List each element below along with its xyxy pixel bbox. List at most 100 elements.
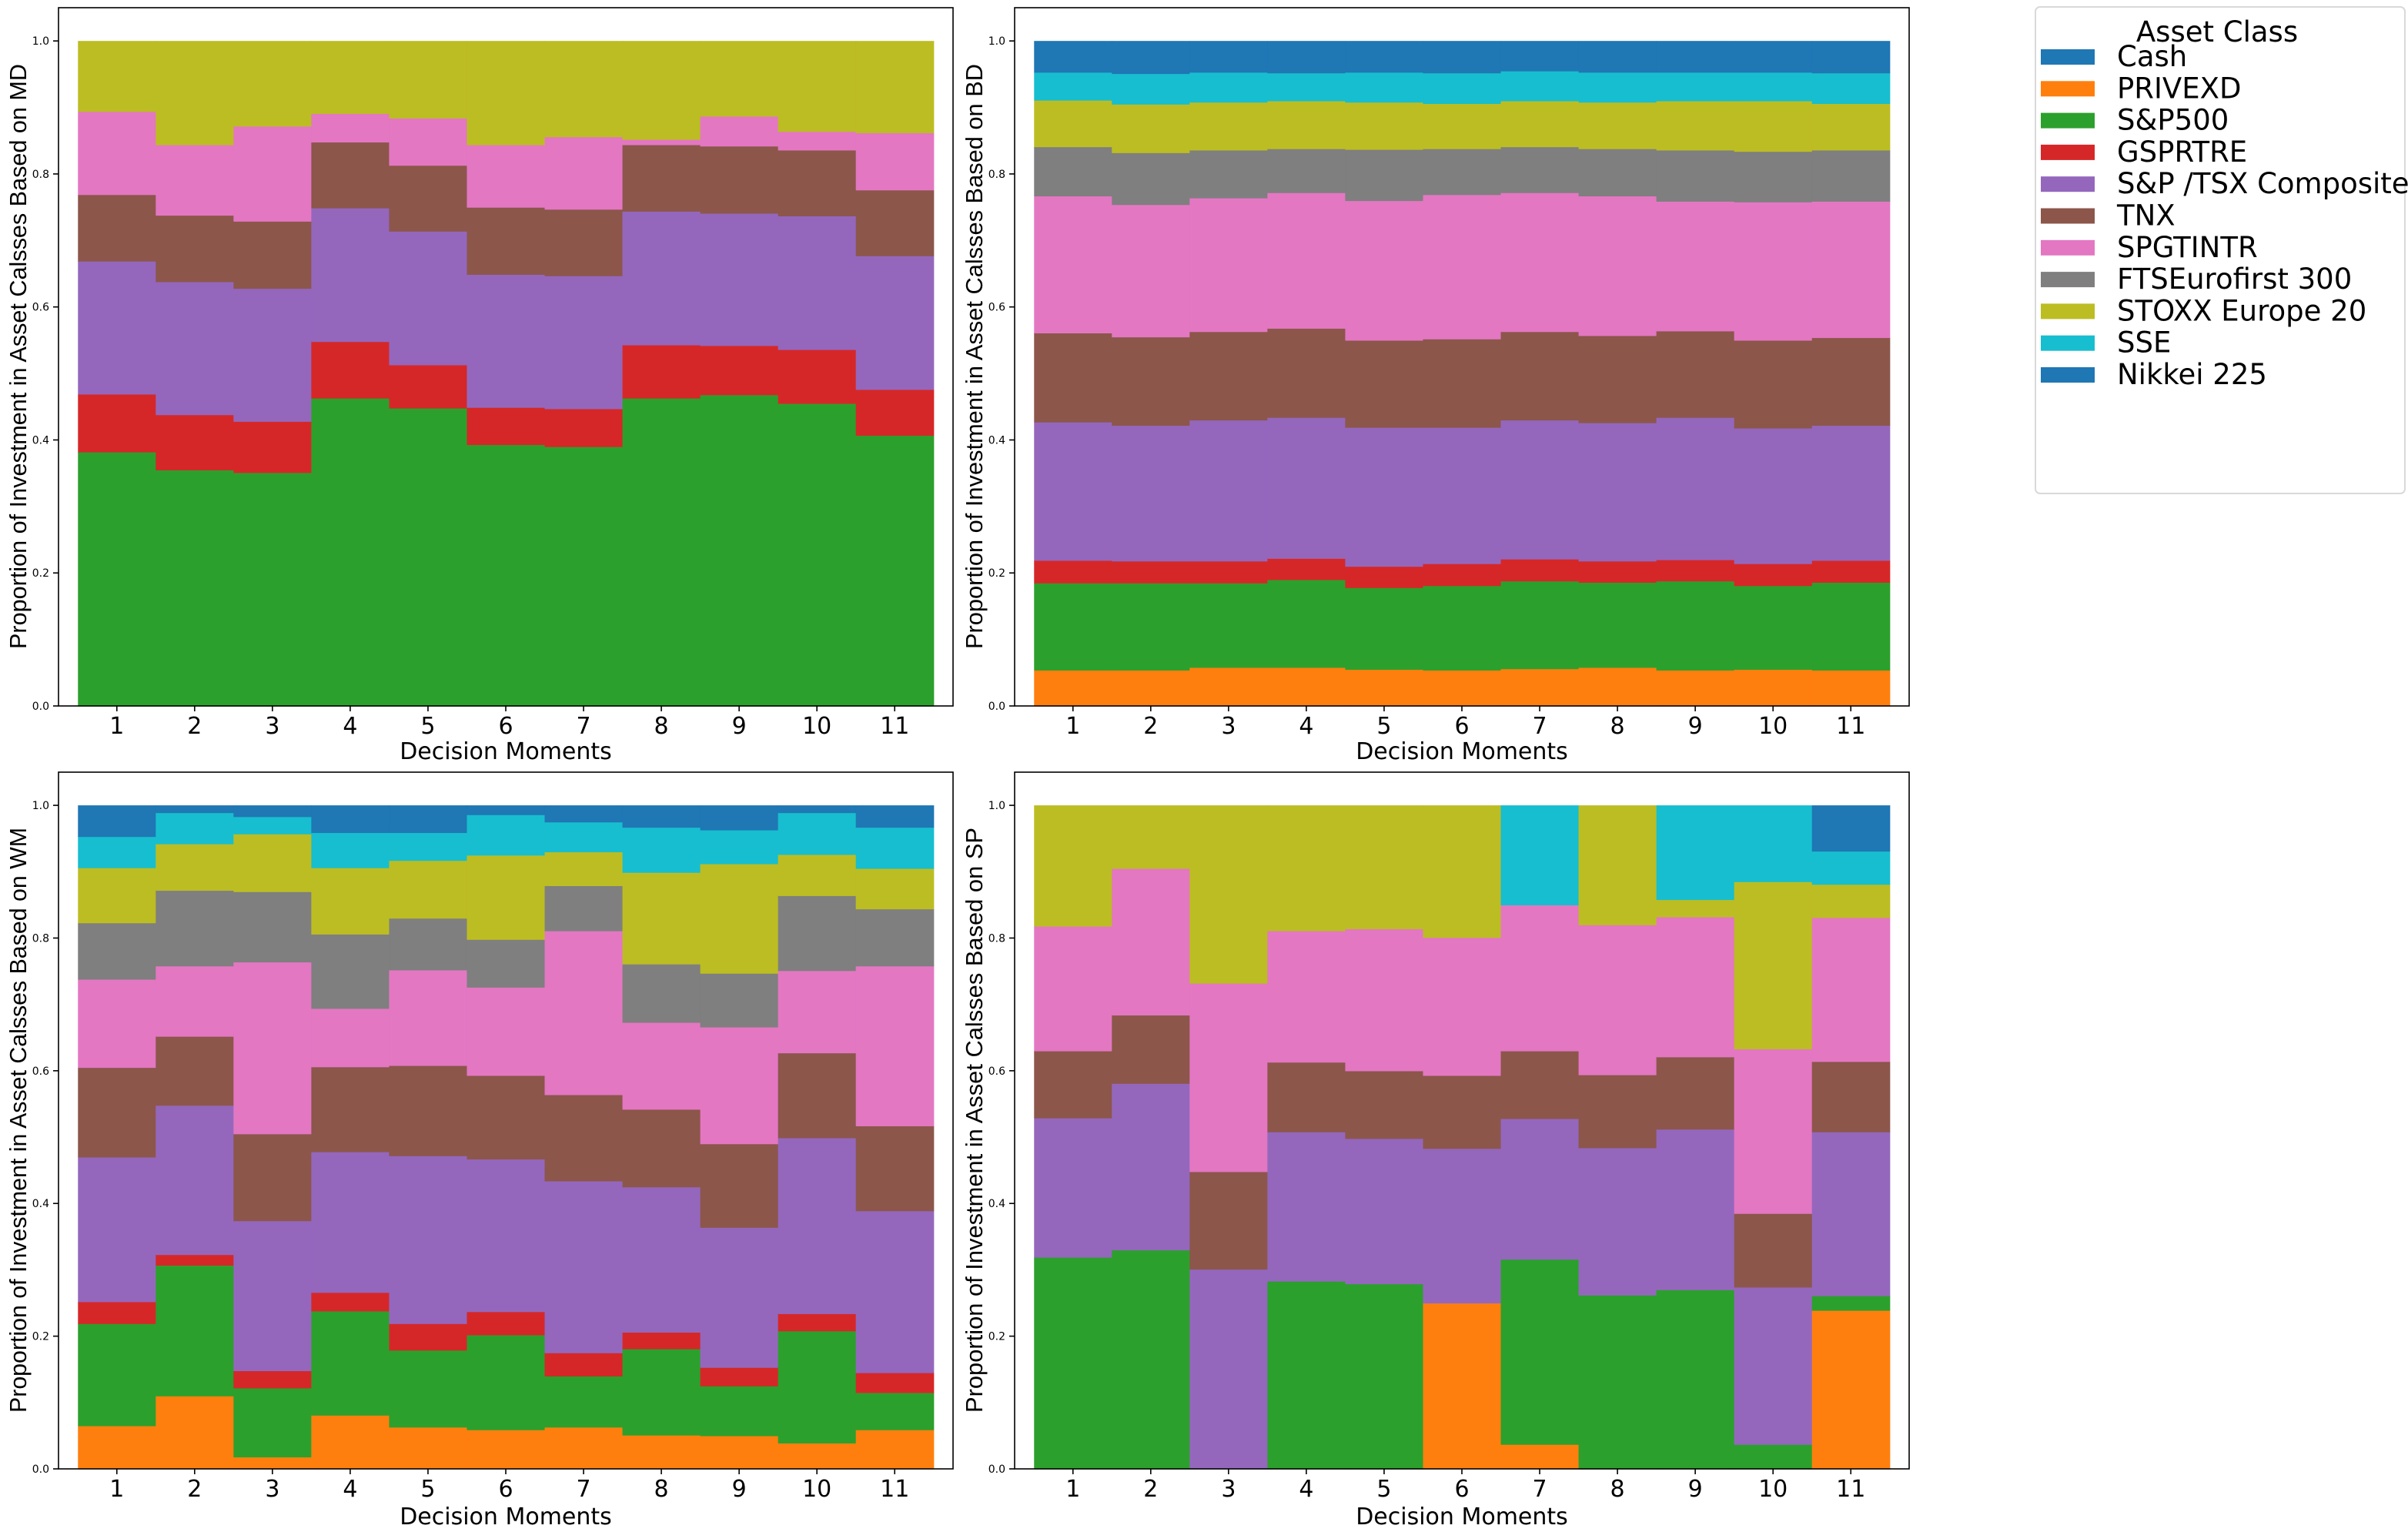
bar-segment-md [156,215,234,283]
bar-segment-wm [233,1387,312,1458]
bar-segment-wm [855,1210,935,1373]
bar-segment-bd [1189,102,1268,151]
bar-segment-bd [1267,558,1346,580]
x-tick-label: 9 [732,713,747,740]
bar-segment-md [467,274,546,408]
bar-segment-bd [1500,100,1580,148]
bar-segment-wm [778,1137,857,1314]
panel-bd: Proportion of Investment in Asset Calsse… [961,7,1910,765]
legend-label: Cash [2117,40,2187,73]
bar-segment-md [778,349,857,404]
bar-segment-wm [156,1265,234,1397]
bar-segment-md [855,41,935,133]
bar-segment-md [622,398,701,707]
x-tick-label: 2 [1143,713,1158,740]
bar-segment-md [311,208,390,343]
bar-segment-md [389,41,468,119]
bar-segment-sp [1656,1289,1735,1470]
bar-segment-wm [78,978,156,1069]
bar-segment-sp [1423,805,1502,938]
bar-segment-wm [855,1430,935,1470]
bar-segment-wm [78,1323,156,1427]
bar-segment-bd [1112,41,1190,75]
bar-segment-bd [1034,560,1112,584]
bar-segment-wm [311,1310,390,1416]
bar-segment-wm [389,1156,468,1324]
bar-segment-md [778,149,857,216]
bar-segment-sp [1578,1075,1657,1149]
bar-segment-wm [855,1392,935,1430]
bar-segment-md [855,389,935,437]
bar-segment-md [156,414,234,470]
bar-segment-bd [1034,422,1112,561]
x-tick-label: 5 [420,1476,435,1503]
bar-segment-sp [1345,928,1424,1072]
bar-segment-md [156,281,234,416]
bar-segment-wm [778,1052,857,1139]
legend-item: Cash [2041,40,2187,73]
x-tick-label: 5 [1376,713,1391,740]
x-tick-label: 8 [654,1476,669,1503]
bar-segment-bd [1189,583,1268,668]
bar-segment-bd [1189,149,1268,199]
y-tick-label: 0.4 [988,434,1005,447]
bar-segment-wm [467,805,546,815]
bar-segment-md [467,444,546,707]
bar-segment-wm [156,844,234,891]
y-tick-label: 0.6 [32,1065,49,1078]
bar-segment-wm [622,872,701,965]
legend-label: SSE [2117,326,2171,360]
legend-label: S&P500 [2117,104,2229,137]
legend-label: TNX [2116,199,2176,232]
bar-segment-bd [1656,559,1735,582]
bar-segment-bd [1811,103,1891,151]
bar-segment-wm [778,970,857,1054]
bar-segment-bd [1578,149,1657,197]
y-tick-label: 0.4 [988,1198,1005,1210]
x-axis-label-sp: Decision Moments [1356,1504,1568,1530]
legend-label: Nikkei 225 [2117,358,2267,391]
y-tick-label: 0.2 [32,1331,49,1343]
bar-segment-wm [622,805,701,828]
bar-segment-sp [1423,937,1502,1076]
bar-segment-wm [700,863,779,974]
bar-segment-bd [1578,102,1657,149]
legend-label: PRIVEXD [2117,72,2241,105]
x-tick-label: 8 [654,713,669,740]
bar-segment-bd [1734,72,1813,102]
bar-segment-sp [1656,899,1735,918]
bar-segment-wm [389,832,468,861]
legend-swatch [2041,176,2095,192]
bar-segment-bd [1034,72,1112,101]
bar-segment-bd [1578,582,1657,668]
legend-label: STOXX Europe 20 [2117,294,2366,327]
bar-segment-wm [78,1067,156,1158]
bar-segment-sp [1500,1259,1580,1445]
legend-item: TNX [2041,199,2176,232]
legend-item: Nikkei 225 [2041,358,2267,391]
bar-segment-wm [544,851,624,886]
bar-segment-md [389,165,468,232]
y-tick-label: 0.0 [988,1463,1005,1476]
bar-segment-bd [1578,335,1657,423]
x-tick-label: 8 [1610,1476,1625,1503]
panel-sp: Proportion of Investment in Asset Calsse… [961,771,1910,1530]
legend-swatch [2041,81,2095,97]
bar-segment-sp [1345,805,1424,930]
bar-segment-wm [855,805,935,828]
bar-segment-bd [1034,583,1112,671]
bar-segment-bd [1811,560,1891,583]
bar-segment-bd [1112,560,1190,584]
bar-segment-md [855,132,935,191]
bar-segment-md [544,41,624,138]
x-axis-label-wm: Decision Moments [400,1504,612,1530]
bars-sp [1034,805,1891,1470]
bar-segment-md [467,207,546,275]
bar-segment-wm [622,1435,701,1470]
bar-segment-bd [1112,104,1190,153]
y-tick-label: 0.2 [988,567,1005,580]
legend-swatch [2041,208,2095,224]
bar-segment-md [156,41,234,146]
bar-segment-md [544,209,624,276]
